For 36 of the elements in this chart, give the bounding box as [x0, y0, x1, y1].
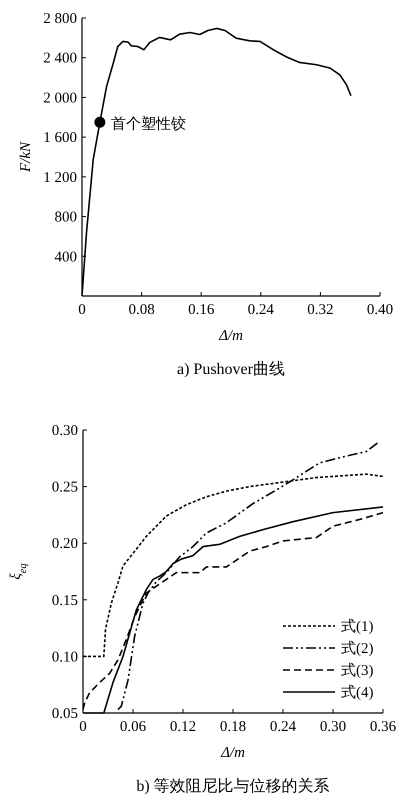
y-tick-label: 400 [54, 249, 77, 266]
x-tick-label: 0.30 [320, 719, 346, 735]
text: b) 等效阻尼比与位移的关系 [136, 777, 330, 795]
x-tick-label: 0 [79, 719, 87, 735]
x-tick-label: 0.06 [120, 719, 147, 735]
y-tick-label: 0.30 [52, 423, 78, 439]
y-tick-label: 2 000 [43, 90, 77, 106]
x-axis-title: Δ/m [218, 328, 244, 344]
y-tick-label: 1 600 [43, 130, 77, 146]
x-axis-title: Δ/m [220, 745, 246, 761]
x-tick-label: 0.16 [188, 302, 215, 318]
y-tick-label: 2 400 [43, 50, 77, 67]
x-tick-label: 0.40 [366, 302, 394, 318]
x-tick-label: 0.12 [170, 719, 196, 735]
legend-label: 式(2) [341, 640, 374, 657]
text: a) Pushover曲线 [177, 360, 285, 378]
y-tick-label: 800 [54, 210, 77, 226]
x-tick-label: 0.24 [248, 302, 274, 318]
annotation: 首个塑性铰 [110, 115, 186, 132]
legend-label: 式(1) [341, 618, 374, 635]
y-tick-label: 0.20 [52, 536, 78, 552]
y-tick-label: 1 200 [43, 170, 77, 186]
x-tick-label: 0.36 [370, 719, 397, 735]
y-tick-label: 2 800 [43, 11, 77, 27]
y-tick-label: 0.15 [52, 592, 78, 609]
y-axis-title: F/kN [18, 141, 34, 173]
legend-label: 式(3) [341, 662, 374, 679]
x-tick-label: 0.24 [270, 719, 297, 735]
y-tick-label: 0.05 [52, 706, 78, 722]
x-tick-label: 0.08 [128, 302, 155, 318]
legend-label: 式(4) [341, 684, 374, 701]
x-tick-label: 0.32 [307, 302, 334, 318]
y-tick-label: 0.25 [52, 480, 78, 496]
x-tick-label: 0.18 [220, 719, 246, 735]
x-tick-label: 0 [78, 302, 86, 318]
y-tick-label: 0.10 [52, 649, 78, 666]
